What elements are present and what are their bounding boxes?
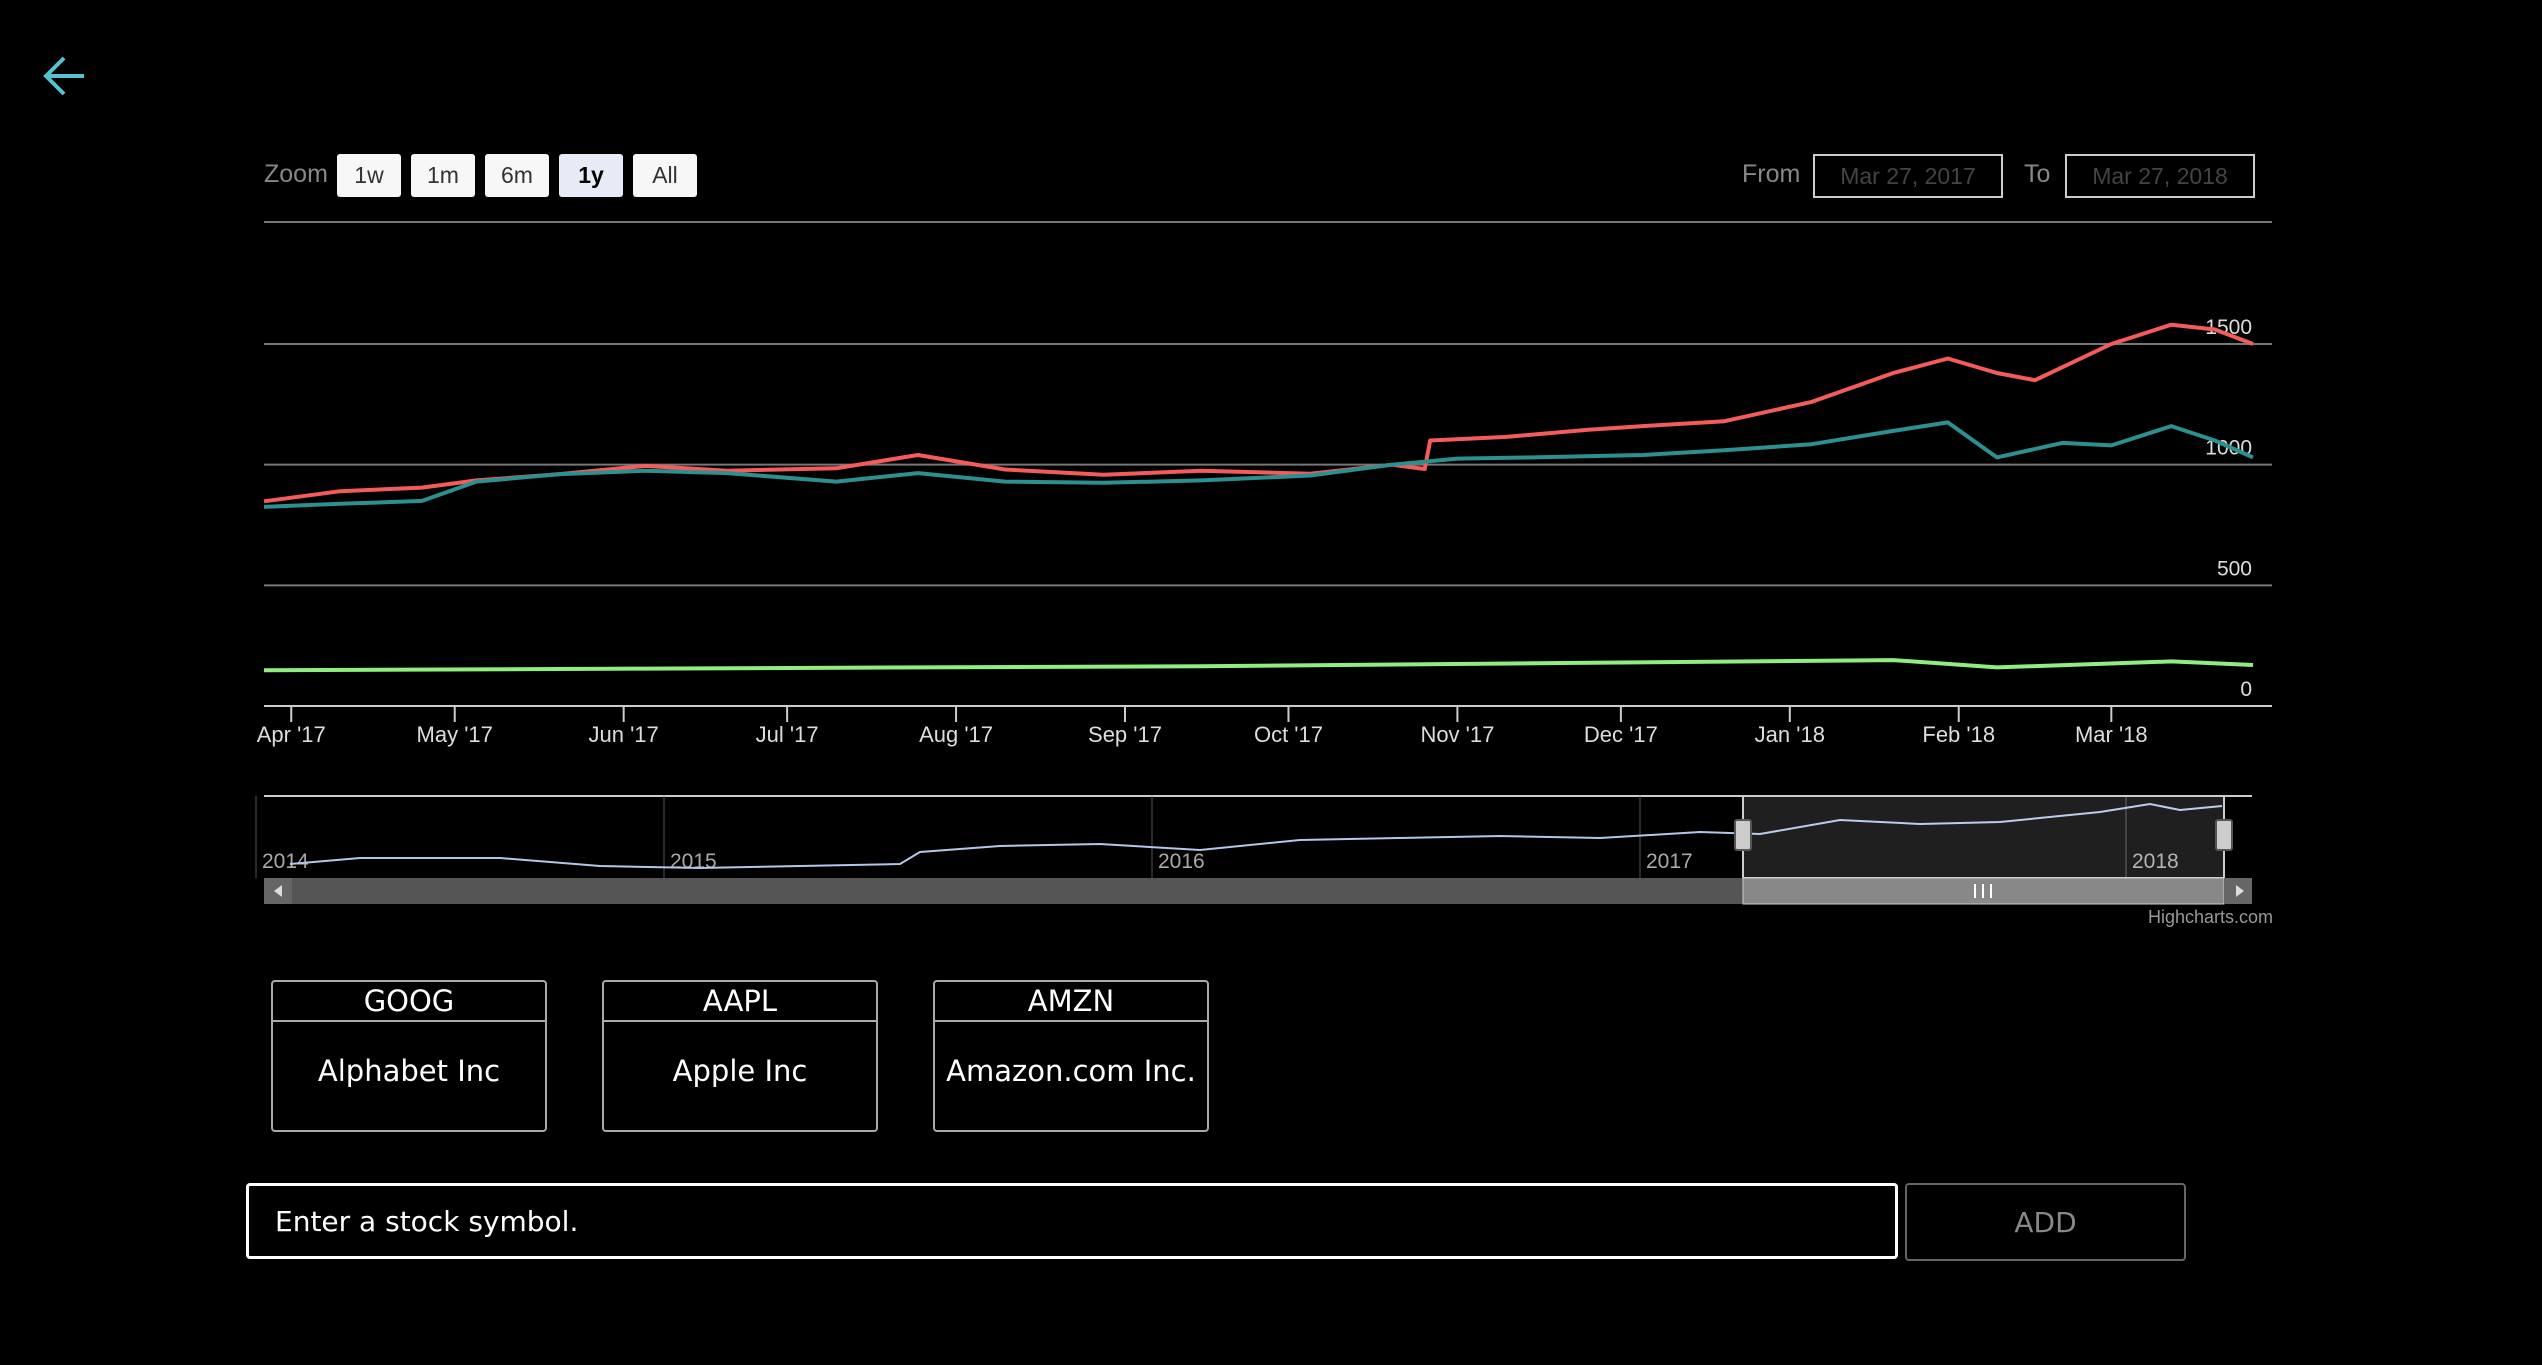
y-tick-label: 500 [2217, 557, 2252, 580]
navigator-year-label: 2014 [262, 850, 309, 873]
to-date-input[interactable] [2065, 154, 2255, 198]
x-tick-label: Apr '17 [257, 722, 326, 747]
highcharts-credits[interactable]: Highcharts.com [2148, 907, 2274, 927]
navigator-series-line [289, 802, 2223, 870]
series-line-1 [263, 420, 2254, 509]
arrow-left-icon[interactable] [40, 50, 94, 104]
from-date-input[interactable] [1813, 154, 2003, 198]
stock-name: Apple Inc [672, 1054, 808, 1088]
x-tick-label: Feb '18 [1922, 722, 1995, 747]
stock-name: Alphabet Inc [317, 1054, 501, 1088]
stock-name: Amazon.com Inc. [946, 1054, 1196, 1088]
zoom-6m-button[interactable]: 6m [485, 154, 549, 197]
navigator-year-label: 2017 [1646, 850, 1693, 873]
navigator-handle[interactable] [1734, 819, 1752, 851]
triangle-left-icon [274, 885, 282, 897]
stock-card-amzn[interactable]: AMZN Amazon.com Inc. [933, 980, 1209, 1132]
navigator-year-label: 2015 [670, 850, 717, 873]
series-line-2 [263, 658, 2254, 673]
x-tick-label: Mar '18 [2075, 722, 2148, 747]
stock-symbol-input[interactable] [246, 1183, 1898, 1259]
navigator-selected-range[interactable] [1742, 795, 2225, 879]
stock-symbol: AMZN [935, 982, 1207, 1022]
zoom-1y-button[interactable]: 1y [559, 154, 623, 197]
stock-card-goog[interactable]: GOOG Alphabet Inc [271, 980, 547, 1132]
y-tick-label: 0 [2240, 678, 2252, 701]
navigator-handle[interactable] [2215, 819, 2233, 851]
zoom-label: Zoom [264, 160, 328, 188]
stock-symbol: GOOG [273, 982, 545, 1022]
add-button[interactable]: ADD [1905, 1183, 2186, 1261]
x-tick-label: Sep '17 [1088, 722, 1162, 747]
triangle-right-icon [2236, 885, 2244, 897]
x-tick-label: Oct '17 [1254, 722, 1323, 747]
x-tick-label: Jan '18 [1755, 722, 1825, 747]
series-line-0 [263, 322, 2254, 504]
x-tick-label: Jul '17 [756, 722, 819, 747]
to-label: To [2024, 160, 2051, 188]
zoom-all-button[interactable]: All [633, 154, 697, 197]
x-tick-label: Nov '17 [1420, 722, 1494, 747]
zoom-1m-button[interactable]: 1m [411, 154, 475, 197]
navigator-year-label: 2018 [2132, 850, 2179, 873]
stock-card-aapl[interactable]: AAPL Apple Inc [602, 980, 878, 1132]
y-tick-label: 1500 [2205, 316, 2252, 339]
zoom-1w-button[interactable]: 1w [337, 154, 401, 197]
from-label: From [1742, 160, 1801, 188]
x-tick-label: May '17 [417, 722, 493, 747]
navigator-year-label: 2016 [1158, 850, 1205, 873]
x-tick-label: Aug '17 [919, 722, 993, 747]
stock-symbol: AAPL [604, 982, 876, 1022]
x-tick-label: Dec '17 [1584, 722, 1658, 747]
x-tick-label: Jun '17 [589, 722, 659, 747]
